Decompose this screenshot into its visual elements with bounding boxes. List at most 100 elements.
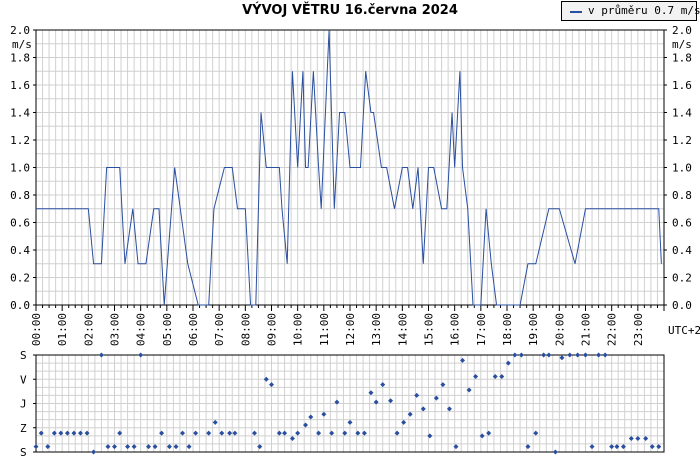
direction-point: [492, 374, 498, 380]
dir-tick-label: V: [20, 373, 27, 386]
direction-point: [575, 352, 581, 358]
x-tick-label: 00:00: [30, 313, 43, 346]
direction-point: [505, 360, 511, 366]
direction-point: [518, 352, 524, 358]
direction-point: [289, 436, 295, 442]
y-tick-label-left: 1.0: [10, 162, 30, 175]
direction-point: [276, 430, 282, 436]
x-axis-label: UTC+2: [668, 324, 700, 337]
series-line-wind-speed: [36, 29, 662, 306]
direction-point: [466, 387, 472, 393]
direction-point: [446, 406, 452, 412]
direction-point: [407, 411, 413, 417]
direction-point: [159, 430, 165, 436]
direction-point: [361, 430, 367, 436]
x-tick-label: 11:00: [318, 313, 331, 346]
direction-point: [71, 430, 77, 436]
direction-point: [64, 430, 70, 436]
x-tick-label: 22:00: [606, 313, 619, 346]
y-unit-label-left: m/s: [12, 38, 32, 51]
x-tick-label: 18:00: [501, 313, 514, 346]
y-tick-label-left: 0.2: [10, 272, 30, 285]
direction-point: [533, 430, 539, 436]
y-tick-label-right: 2.0: [672, 24, 692, 37]
direction-point: [368, 390, 374, 396]
dir-tick-label: S: [20, 446, 27, 459]
y-tick-label-left: 1.4: [10, 107, 30, 120]
x-tick-label: 02:00: [82, 313, 95, 346]
x-tick-label: 01:00: [56, 313, 69, 346]
x-tick-label: 05:00: [161, 313, 174, 346]
direction-point: [98, 352, 104, 358]
direction-point: [138, 352, 144, 358]
y-tick-label-right: 1.6: [672, 79, 692, 92]
direction-point: [33, 444, 39, 450]
direction-point: [609, 444, 615, 450]
direction-point: [628, 436, 634, 442]
direction-point: [45, 444, 51, 450]
direction-point: [263, 376, 269, 382]
direction-point: [329, 430, 335, 436]
direction-point: [321, 411, 327, 417]
direction-point: [38, 430, 44, 436]
direction-point: [316, 430, 322, 436]
direction-point: [282, 430, 288, 436]
direction-point: [525, 444, 531, 450]
direction-point: [567, 352, 573, 358]
direction-point: [473, 374, 479, 380]
direction-point: [212, 419, 218, 425]
dir-tick-label: J: [20, 398, 27, 411]
x-tick-label: 07:00: [213, 313, 226, 346]
direction-point: [219, 430, 225, 436]
direction-point: [512, 352, 518, 358]
direction-point: [166, 444, 172, 450]
x-tick-label: 06:00: [187, 313, 200, 346]
y-tick-label-right: 1.8: [672, 52, 692, 65]
y-tick-label-left: 0.8: [10, 189, 30, 202]
y-tick-label-right: 0.4: [672, 244, 692, 257]
direction-point: [269, 382, 274, 388]
direction-point: [440, 382, 446, 388]
x-tick-label: 09:00: [266, 313, 279, 346]
direction-point: [414, 392, 420, 398]
legend-box: v průměru 0.7 m/s: [561, 1, 700, 21]
x-tick-label: 12:00: [344, 313, 357, 346]
direction-point: [251, 430, 257, 436]
direction-point: [420, 406, 426, 412]
direction-point: [257, 444, 263, 450]
direction-point: [427, 433, 433, 439]
y-tick-label-right: 0.8: [672, 189, 692, 202]
y-tick-label-left: 0.6: [10, 217, 30, 230]
y-tick-label-right: 0.0: [672, 299, 692, 312]
y-tick-label-right: 0.2: [672, 272, 692, 285]
y-tick-label-right: 0.6: [672, 217, 692, 230]
direction-point: [105, 444, 111, 450]
direction-point: [308, 414, 314, 420]
direction-point: [635, 436, 641, 442]
direction-point: [486, 430, 492, 436]
direction-point: [355, 430, 361, 436]
direction-point: [303, 422, 309, 428]
direction-point: [347, 419, 353, 425]
y-tick-label-left: 1.2: [10, 134, 30, 147]
direction-point: [433, 395, 439, 401]
direction-point: [388, 398, 394, 404]
x-tick-label: 17:00: [475, 313, 488, 346]
direction-point: [84, 430, 90, 436]
direction-point: [77, 430, 83, 436]
direction-point: [649, 444, 655, 450]
direction-point: [394, 430, 400, 436]
y-tick-label-right: 1.0: [672, 162, 692, 175]
direction-point: [295, 430, 301, 436]
x-tick-label: 03:00: [109, 313, 122, 346]
dir-tick-label: S: [20, 349, 27, 362]
x-tick-label: 04:00: [135, 313, 148, 346]
direction-point: [51, 430, 57, 436]
x-tick-label: 19:00: [527, 313, 540, 346]
direction-point: [620, 444, 626, 450]
legend-line-swatch: [570, 11, 582, 13]
direction-point: [583, 352, 588, 358]
direction-point: [91, 449, 97, 455]
direction-point: [180, 430, 186, 436]
